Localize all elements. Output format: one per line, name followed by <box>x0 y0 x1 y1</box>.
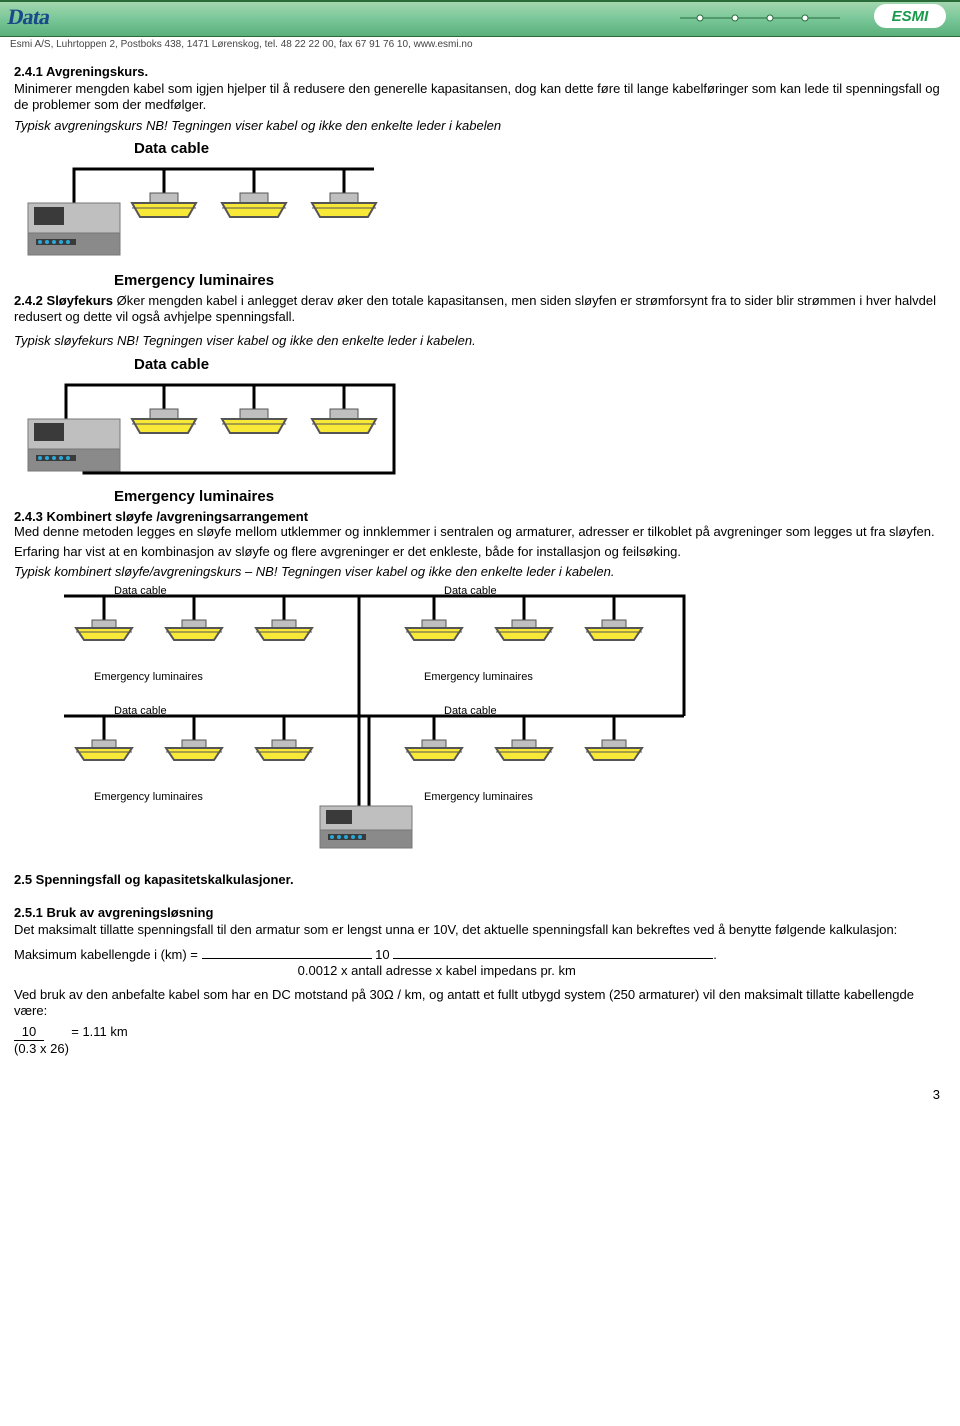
diagram-sloyfe: Data cable Emergency luminaires <box>14 356 946 505</box>
esmi-logo: ESMI <box>874 4 946 28</box>
eq-numerator: 10 <box>14 1024 44 1041</box>
formula-lhs: Maksimum kabellengde i (km) = <box>14 947 198 962</box>
section-2-4-1-caption: Typisk avgreningskurs NB! Tegningen vise… <box>14 118 946 134</box>
luminaire-icon <box>222 409 286 433</box>
data-logo: Data <box>6 4 52 30</box>
section-2-4-2-title: 2.4.2 Sløyfekurs <box>14 293 113 308</box>
diagram-label-data-cable: Data cable <box>134 356 946 373</box>
luminaire-icon <box>132 409 196 433</box>
luminaire-icon <box>222 193 286 217</box>
luminaire-icon <box>256 620 312 640</box>
label-data-cable: Data cable <box>444 705 497 717</box>
page-number: 3 <box>0 1077 960 1102</box>
section-2-5-title: 2.5 Spenningsfall og kapasitetskalkulasj… <box>14 872 946 887</box>
luminaire-icon <box>496 740 552 760</box>
diagram-label-emergency: Emergency luminaires <box>114 488 946 505</box>
luminaire-icon <box>76 740 132 760</box>
section-2-4-3-text1: Med denne metoden legges en sløyfe mello… <box>14 524 946 540</box>
controller-icon <box>320 806 412 848</box>
header-subline: Esmi A/S, Luhrtoppen 2, Postboks 438, 14… <box>0 37 960 52</box>
luminaire-icon <box>312 409 376 433</box>
formula-result: 10 = 1.11 km (0.3 x 26) <box>14 1024 946 1058</box>
page-header: Data ESMI <box>0 0 960 37</box>
controller-icon <box>28 203 120 255</box>
diagram-label-data-cable: Data cable <box>134 140 946 157</box>
luminaire-icon <box>496 620 552 640</box>
header-stripe <box>0 0 960 2</box>
eq-denominator: (0.3 x 26) <box>14 1041 69 1056</box>
formula-numerator: 10 <box>375 947 389 962</box>
section-2-4-2-text: Øker mengden kabel i anlegget derav øker… <box>14 293 936 324</box>
controller-icon <box>28 419 120 471</box>
eq-result: = 1.11 km <box>71 1024 127 1039</box>
luminaire-icon <box>406 620 462 640</box>
section-2-4-3-title: 2.4.3 Kombinert sløyfe /avgreningsarrang… <box>14 509 308 524</box>
diagram-sloyfe-svg <box>14 373 464 488</box>
section-2-4-2-caption: Typisk sløyfekurs NB! Tegningen viser ka… <box>14 333 946 349</box>
luminaire-icon <box>166 620 222 640</box>
page-body: 2.4.1 Avgreningskurs. Minimerer mengden … <box>0 52 960 1077</box>
diagram-kombinert: Data cable Data cable Emergency luminair… <box>14 586 946 856</box>
diagram-avgrening: Data cable Emergency luminaires <box>14 140 946 289</box>
section-2-5-1-text2: Ved bruk av den anbefalte kabel som har … <box>14 987 946 1020</box>
formula-denominator: 0.0012 x antall adresse x kabel impedans… <box>298 963 576 978</box>
section-2-4-1-text: Minimerer mengden kabel som igjen hjelpe… <box>14 81 946 114</box>
diagram-kombinert-svg: Data cable Data cable Emergency luminair… <box>14 586 714 856</box>
luminaire-icon <box>586 620 642 640</box>
luminaire-icon <box>256 740 312 760</box>
section-2-4-3-text2: Erfaring har vist at en kombinasjon av s… <box>14 544 946 560</box>
label-data-cable: Data cable <box>114 705 167 717</box>
section-2-5-1-text1: Det maksimalt tillatte spenningsfall til… <box>14 922 946 938</box>
section-2-5-1-title: 2.5.1 Bruk av avgreningsløsning <box>14 905 946 920</box>
label-emergency: Emergency luminaires <box>94 671 203 683</box>
diagram-label-emergency: Emergency luminaires <box>114 272 946 289</box>
section-2-4-1-title: 2.4.1 Avgreningskurs. <box>14 64 946 79</box>
diagram-avgrening-svg <box>14 157 464 272</box>
luminaire-icon <box>166 740 222 760</box>
label-data-cable: Data cable <box>444 586 497 597</box>
label-emergency: Emergency luminaires <box>424 791 533 803</box>
luminaire-icon <box>76 620 132 640</box>
luminaire-icon <box>586 740 642 760</box>
header-circuit-decor <box>680 8 840 28</box>
luminaire-icon <box>406 740 462 760</box>
luminaire-icon <box>312 193 376 217</box>
label-emergency: Emergency luminaires <box>94 791 203 803</box>
label-data-cable: Data cable <box>114 586 167 597</box>
label-emergency: Emergency luminaires <box>424 671 533 683</box>
formula-max-length: Maksimum kabellengde i (km) = 10 . 0.001… <box>14 947 946 980</box>
section-2-4-3-caption: Typisk kombinert sløyfe/avgreningskurs –… <box>14 564 946 580</box>
luminaire-icon <box>132 193 196 217</box>
